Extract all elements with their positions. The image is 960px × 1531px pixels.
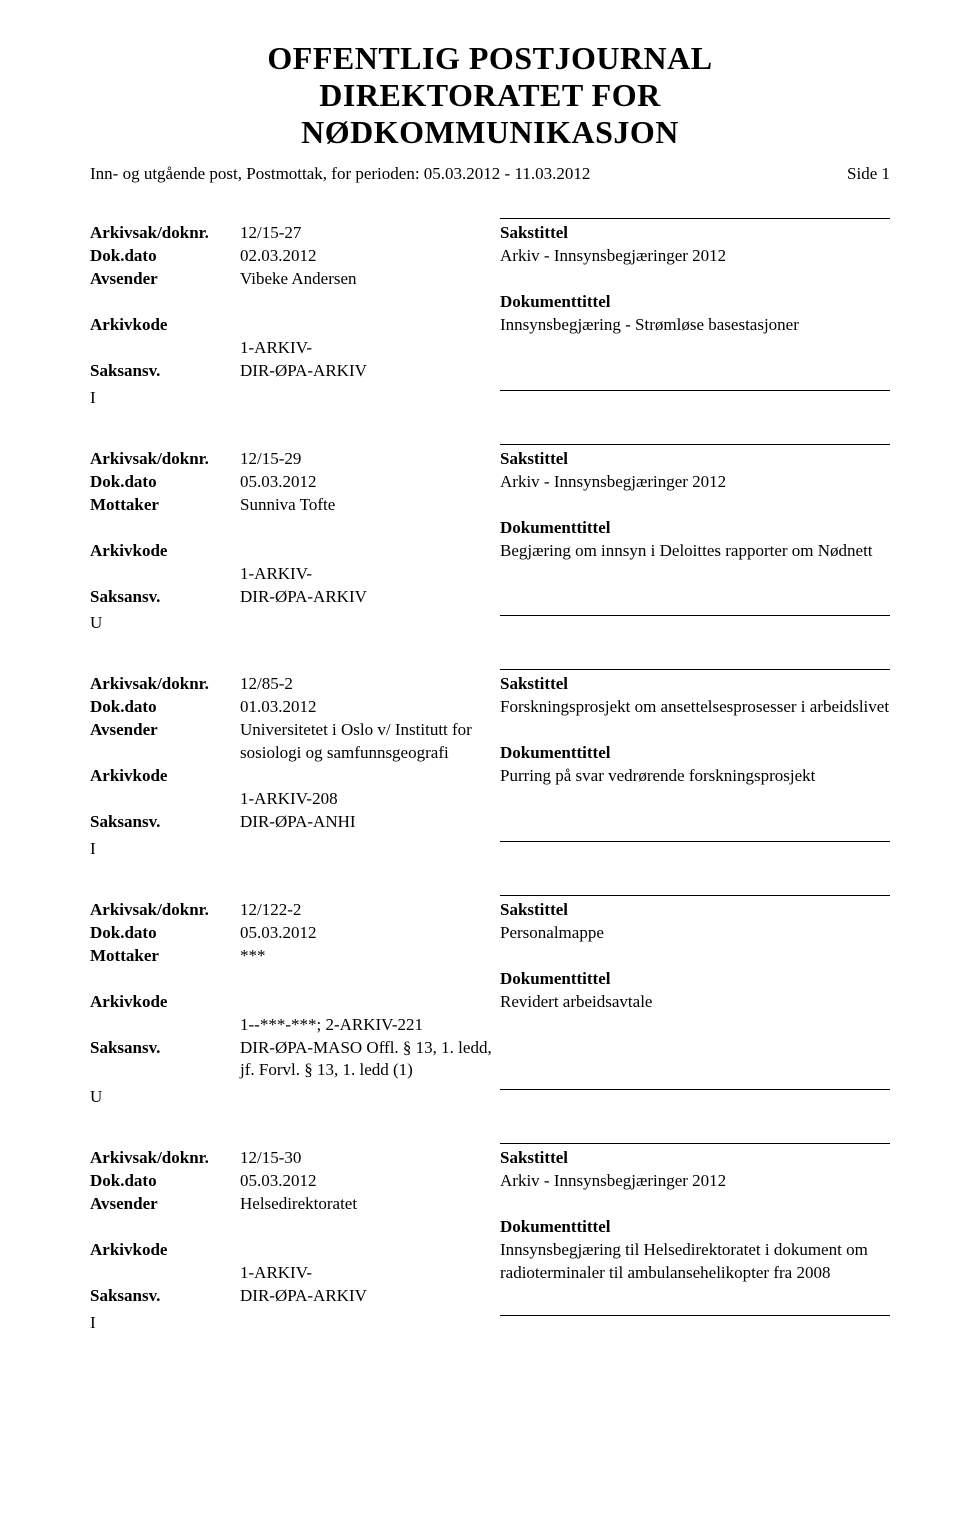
rule-top	[500, 1143, 890, 1144]
saksansv-label: Saksansv.	[90, 360, 240, 383]
arkivsak-value: 12/122-2	[240, 899, 500, 922]
records-container: Arkivsak/doknr. 12/15-27 Sakstittel Dok.…	[90, 218, 890, 1334]
sakstittel-value: Arkiv - Innsynsbegjæringer 2012	[500, 471, 890, 517]
dokumenttittel-label: Dokumenttittel	[500, 1216, 890, 1239]
arkivsak-value: 12/15-29	[240, 448, 500, 471]
sakstittel-label: Sakstittel	[500, 899, 890, 922]
party-label: Avsender	[90, 719, 240, 742]
saksansv-value: DIR-ØPA-MASO Offl. § 13, 1. ledd, jf. Fo…	[240, 1037, 500, 1083]
sakstittel-value: Arkiv - Innsynsbegjæringer 2012	[500, 245, 890, 291]
sakstittel-label: Sakstittel	[500, 1147, 890, 1170]
dokdato-label: Dok.dato	[90, 471, 240, 494]
journal-record: Arkivsak/doknr. 12/85-2 Sakstittel Dok.d…	[90, 669, 890, 861]
arkivsak-label: Arkivsak/doknr.	[90, 899, 240, 922]
rule-top	[500, 895, 890, 896]
dokumenttittel-label: Dokumenttittel	[500, 968, 890, 991]
dokumenttittel-value: Innsynsbegjæring - Strømløse basestasjon…	[500, 314, 890, 360]
main-title: OFFENTLIG POSTJOURNAL DIREKTORATET FOR N…	[90, 40, 890, 150]
dokdato-label: Dok.dato	[90, 922, 240, 945]
rule-bottom	[500, 841, 890, 842]
dokumenttittel-label: Dokumenttittel	[500, 742, 890, 765]
party-label: Avsender	[90, 268, 240, 291]
arkivkode-label: Arkivkode	[90, 991, 240, 1014]
arkivsak-label: Arkivsak/doknr.	[90, 673, 240, 696]
arkivkode-label: Arkivkode	[90, 765, 240, 788]
party-value: Universitetet i Oslo v/ Institutt for so…	[240, 719, 500, 788]
sakstittel-label: Sakstittel	[500, 448, 890, 471]
arkivsak-value: 12/15-30	[240, 1147, 500, 1170]
party-label: Mottaker	[90, 494, 240, 517]
party-value: Vibeke Andersen	[240, 268, 500, 337]
dokdato-value: 01.03.2012	[240, 696, 500, 719]
rule-top	[500, 218, 890, 219]
dokumenttittel-label: Dokumenttittel	[500, 517, 890, 540]
dokdato-label: Dok.dato	[90, 696, 240, 719]
title-line-3: NØDKOMMUNIKASJON	[90, 114, 890, 151]
journal-record: Arkivsak/doknr. 12/15-29 Sakstittel Dok.…	[90, 444, 890, 636]
party-label: Mottaker	[90, 945, 240, 968]
rule-bottom	[500, 615, 890, 616]
dokdato-value: 05.03.2012	[240, 922, 500, 945]
rule-top	[500, 669, 890, 670]
page: OFFENTLIG POSTJOURNAL DIREKTORATET FOR N…	[0, 0, 960, 1375]
saksansv-value: DIR-ØPA-ARKIV	[240, 586, 500, 609]
page-number: Side 1	[847, 164, 890, 184]
arkivsak-label: Arkivsak/doknr.	[90, 1147, 240, 1170]
header-row: Inn- og utgående post, Postmottak, for p…	[90, 154, 890, 184]
io-marker: I	[90, 1312, 500, 1335]
title-line-1: OFFENTLIG POSTJOURNAL	[90, 40, 890, 77]
journal-record: Arkivsak/doknr. 12/15-27 Sakstittel Dok.…	[90, 218, 890, 410]
party-value: Helsedirektoratet	[240, 1193, 500, 1262]
dokumenttittel-value: Revidert arbeidsavtale	[500, 991, 890, 1037]
io-marker: I	[90, 838, 500, 861]
dokdato-value: 05.03.2012	[240, 471, 500, 494]
arkivkode-value: 1-ARKIV-	[240, 563, 500, 586]
arkivkode-label: Arkivkode	[90, 540, 240, 563]
sakstittel-value: Personalmappe	[500, 922, 890, 968]
arkivsak-value: 12/85-2	[240, 673, 500, 696]
party-value: ***	[240, 945, 500, 1014]
saksansv-value: DIR-ØPA-ARKIV	[240, 1285, 500, 1308]
dokumenttittel-label: Dokumenttittel	[500, 291, 890, 314]
party-value: Sunniva Tofte	[240, 494, 500, 563]
arkivkode-value: 1--***-***; 2-ARKIV-221	[240, 1014, 500, 1037]
rule-top	[500, 444, 890, 445]
dokdato-value: 02.03.2012	[240, 245, 500, 268]
arkivkode-value: 1-ARKIV-	[240, 1262, 500, 1285]
io-marker: U	[90, 1086, 500, 1109]
arkivkode-label: Arkivkode	[90, 1239, 240, 1262]
arkivsak-value: 12/15-27	[240, 222, 500, 245]
dokumenttittel-value: Begjæring om innsyn i Deloittes rapporte…	[500, 540, 890, 586]
sakstittel-label: Sakstittel	[500, 222, 890, 245]
arkivkode-value: 1-ARKIV-	[240, 337, 500, 360]
saksansv-label: Saksansv.	[90, 586, 240, 609]
rule-bottom	[500, 1089, 890, 1090]
rule-bottom	[500, 390, 890, 391]
rule-bottom	[500, 1315, 890, 1316]
io-marker: U	[90, 612, 500, 635]
journal-record: Arkivsak/doknr. 12/15-30 Sakstittel Dok.…	[90, 1143, 890, 1335]
saksansv-label: Saksansv.	[90, 811, 240, 834]
arkivsak-label: Arkivsak/doknr.	[90, 222, 240, 245]
dokumenttittel-value: Innsynsbegjæring til Helsedirektoratet i…	[500, 1239, 890, 1285]
arkivsak-label: Arkivsak/doknr.	[90, 448, 240, 471]
saksansv-label: Saksansv.	[90, 1285, 240, 1308]
arkivkode-label: Arkivkode	[90, 314, 240, 337]
dokumenttittel-value: Purring på svar vedrørende forskningspro…	[500, 765, 890, 811]
saksansv-value: DIR-ØPA-ARKIV	[240, 360, 500, 383]
sakstittel-label: Sakstittel	[500, 673, 890, 696]
sakstittel-value: Forskningsprosjekt om ansettelsesprosess…	[500, 696, 890, 742]
sakstittel-value: Arkiv - Innsynsbegjæringer 2012	[500, 1170, 890, 1216]
subtitle: Inn- og utgående post, Postmottak, for p…	[90, 164, 590, 184]
party-label: Avsender	[90, 1193, 240, 1216]
io-marker: I	[90, 387, 500, 410]
dokdato-value: 05.03.2012	[240, 1170, 500, 1193]
arkivkode-value: 1-ARKIV-208	[240, 788, 500, 811]
journal-record: Arkivsak/doknr. 12/122-2 Sakstittel Dok.…	[90, 895, 890, 1109]
dokdato-label: Dok.dato	[90, 245, 240, 268]
title-line-2: DIREKTORATET FOR	[90, 77, 890, 114]
saksansv-label: Saksansv.	[90, 1037, 240, 1083]
dokdato-label: Dok.dato	[90, 1170, 240, 1193]
saksansv-value: DIR-ØPA-ANHI	[240, 811, 500, 834]
